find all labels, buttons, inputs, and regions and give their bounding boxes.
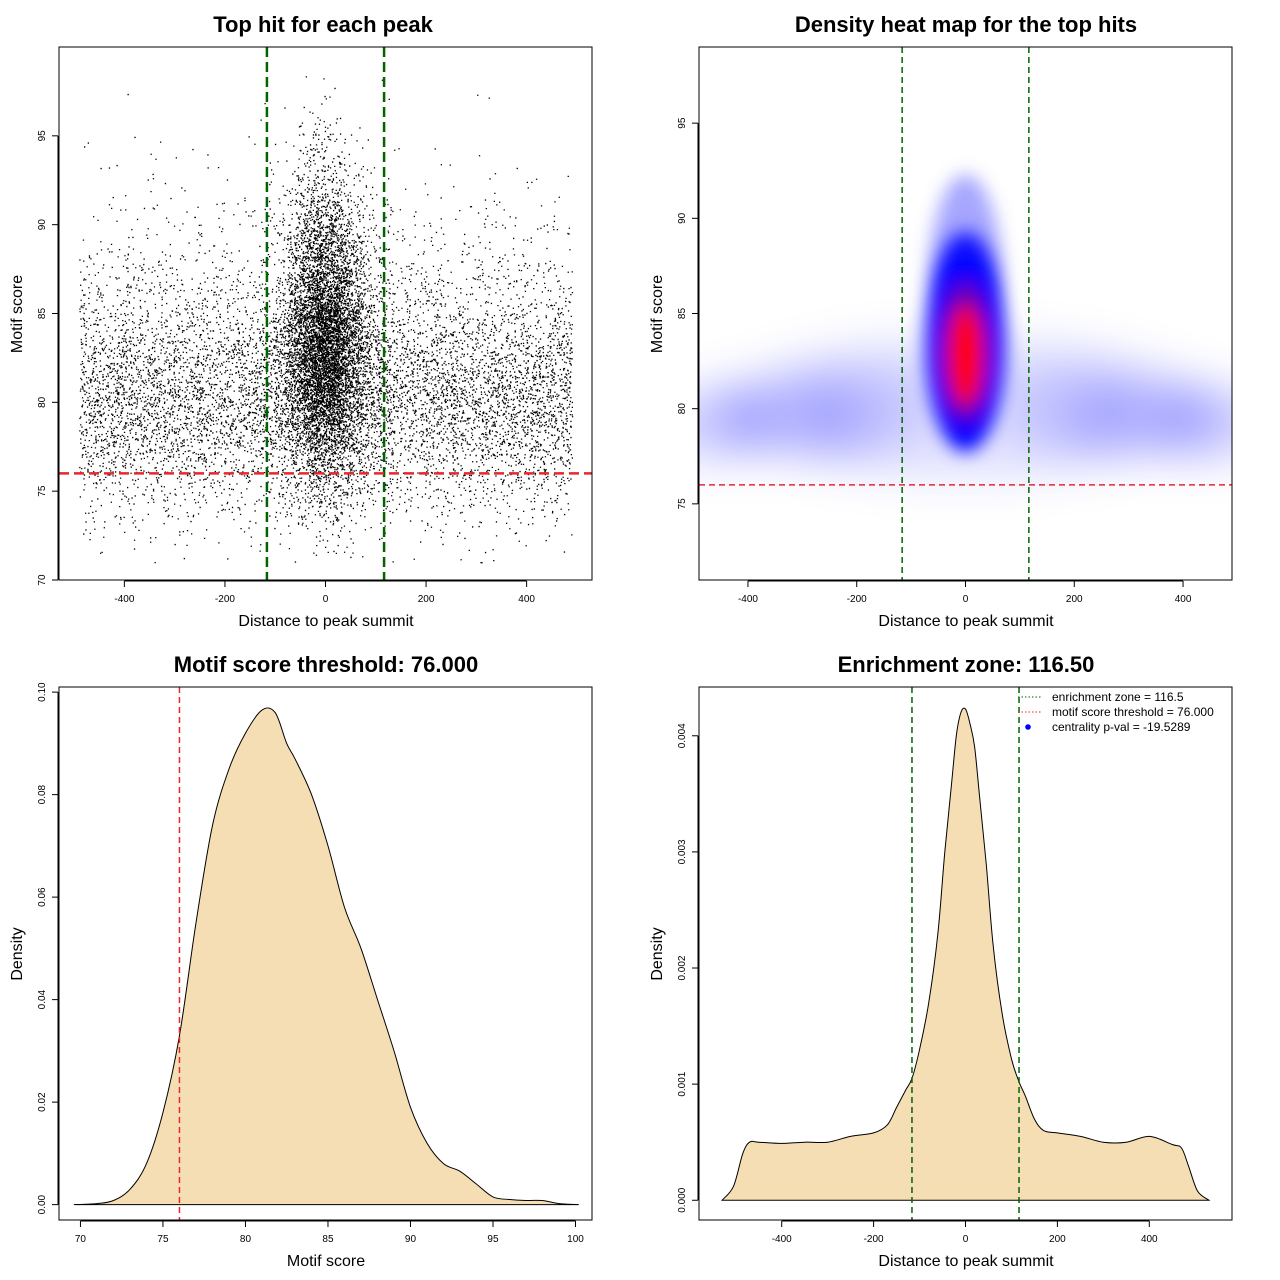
x-tick-label: 400 [1141,1234,1158,1245]
heat-core-blob [951,336,980,397]
y-axis: 75 80 85 90 95 [677,117,699,510]
y-tick-label: 0.04 [37,989,48,1009]
score-density-panel: Motif score threshold: 76.000 70 75 80 85 90… [0,640,640,1280]
y-tick-label: 0.02 [37,1092,48,1112]
x-tick-label: -200 [864,1234,884,1245]
density-area [73,707,579,1206]
y-tick-label: 85 [677,308,688,320]
plot-frame [698,686,1233,1221]
y-tick-label: 80 [677,403,688,415]
y-tick-label: 95 [677,117,688,129]
y-tick-label: 95 [37,130,48,142]
y-tick-label: 90 [677,212,688,224]
y-axis-label: Motif score [649,275,666,353]
x-axis: 70 75 80 85 90 95 100 [75,1220,584,1245]
scatter-point [79,76,574,564]
threshold-lines [59,47,592,580]
y-axis-label: Density [649,927,666,980]
y-tick-label: 0.004 [677,723,688,748]
x-axis: -400 -200 0 200 400 [772,1220,1158,1245]
x-tick-label: 200 [1066,594,1083,605]
threshold-lines [699,47,1232,580]
y-axis: 0.000 0.001 0.002 0.003 0.004 [677,723,699,1213]
x-axis-label: Distance to peak summit [878,1253,1054,1270]
y-tick-label: 0.06 [37,887,48,907]
y-tick-label: 75 [677,498,688,510]
threshold-lines [911,687,1020,1220]
chart-title: Density heat map for the top hits [795,12,1137,37]
chart-title: Top hit for each peak [213,12,433,37]
chart-title: Enrichment zone: 116.50 [838,652,1095,677]
plot-frame [58,46,593,581]
y-axis: 70 75 80 85 90 95 [37,130,59,586]
y-tick-label: 0.003 [677,839,688,864]
scatter-points [79,76,574,564]
x-tick-label: -400 [772,1234,792,1245]
x-tick-label: 0 [323,594,329,605]
y-tick-label: 80 [37,396,48,408]
x-tick-label: 95 [487,1234,499,1245]
plot-frame [698,46,1233,581]
y-tick-label: 85 [37,308,48,320]
x-axis-label: Motif score [287,1253,365,1270]
x-tick-label: 0 [963,594,969,605]
x-axis-label: Distance to peak summit [238,613,414,630]
chart-title: Motif score threshold: 76.000 [174,652,478,677]
x-axis-label: Distance to peak summit [878,613,1054,630]
legend-label: motif score threshold = 76.000 [1052,705,1214,719]
x-tick-label: 200 [418,594,435,605]
x-tick-label: 400 [518,594,535,605]
heatmap-panel: Density heat map for the top hits -400 -2… [640,0,1280,640]
x-tick-label: 100 [567,1234,584,1245]
x-axis: -400 -200 0 200 400 [738,580,1192,605]
y-tick-label: 90 [37,219,48,231]
x-tick-label: 80 [240,1234,252,1245]
density-area [720,707,1211,1201]
x-tick-label: -200 [215,594,235,605]
y-axis-label: Motif score [9,275,26,353]
x-tick-label: -400 [738,594,758,605]
heatmap-chart: Density heat map for the top hits -400 -2… [649,12,1233,630]
x-tick-label: 400 [1175,594,1192,605]
legend-label: centrality p-val = -19.5289 [1052,720,1191,734]
y-tick-label: 0.08 [37,784,48,804]
x-tick-label: 200 [1049,1234,1066,1245]
y-tick-label: 70 [37,574,48,586]
score-density-chart: Motif score threshold: 76.000 70 75 80 85 90… [9,652,593,1270]
heat-core-layer [925,174,1006,453]
legend-label: enrichment zone = 116.5 [1052,690,1184,704]
y-axis: 0.00 0.02 0.04 0.06 0.08 0.10 [37,682,59,1214]
x-tick-label: 85 [322,1234,334,1245]
x-tick-label: 70 [75,1234,87,1245]
y-tick-label: 0.00 [37,1194,48,1214]
y-axis-label: Density [9,927,26,980]
density-field [699,47,1232,580]
y-tick-label: 0.000 [677,1187,688,1212]
x-tick-label: -200 [847,594,867,605]
y-tick-label: 0.10 [37,682,48,702]
y-tick-label: 0.002 [677,955,688,980]
y-tick-label: 75 [37,485,48,497]
x-tick-label: 75 [157,1234,169,1245]
x-tick-label: 0 [963,1234,969,1245]
distance-density-chart: Enrichment zone: 116.50 enrichment zone … [649,652,1233,1270]
scatter-chart: Top hit for each peak -400 -200 0 200 400 70… [9,12,593,630]
plot-frame [58,686,593,1221]
x-tick-label: 90 [405,1234,417,1245]
y-tick-label: 0.001 [677,1071,688,1096]
legend-point-icon [1025,724,1031,730]
distance-density-panel: Enrichment zone: 116.50 enrichment zone … [640,640,1280,1280]
x-tick-label: -400 [114,594,134,605]
x-axis: -400 -200 0 200 400 [114,580,535,605]
scatter-panel: Top hit for each peak -400 -200 0 200 400 70… [0,0,640,640]
